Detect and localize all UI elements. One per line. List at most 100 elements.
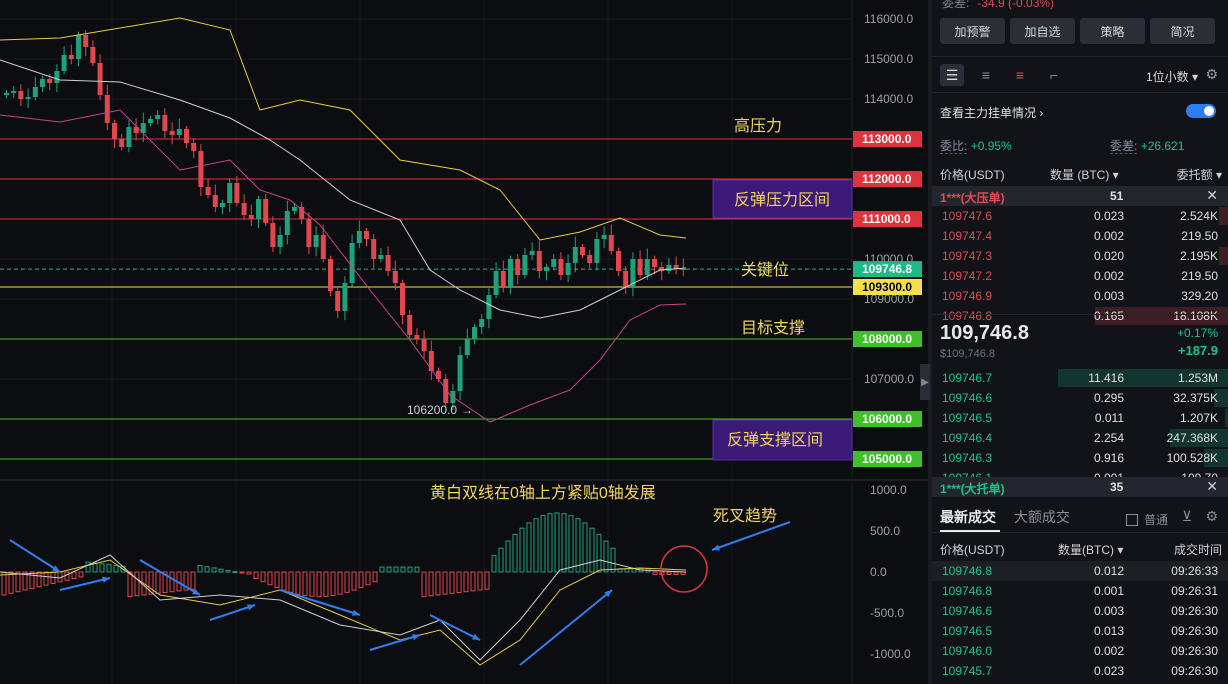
trade-qty-header[interactable]: 数量(BTC) ▾ bbox=[1058, 543, 1124, 557]
top-stat: 委差: -34.9 (-0.03%) bbox=[942, 0, 1054, 11]
rebound-support-zone-label: 反弹支撑区间 bbox=[727, 431, 823, 449]
bid-price: 109746.6 bbox=[942, 391, 993, 405]
strategy-button[interactable]: 策略 bbox=[1080, 18, 1145, 44]
macd-bar-up bbox=[589, 527, 595, 573]
tab-large-trades[interactable]: 大额成交 bbox=[1013, 509, 1070, 525]
collapse-handle[interactable]: ▶ bbox=[920, 364, 930, 400]
macd-bar-up bbox=[113, 564, 119, 573]
macd-bar-up bbox=[218, 568, 224, 573]
settings-gear-icon[interactable]: ⚙ bbox=[1205, 508, 1218, 524]
macd-bar-down bbox=[281, 571, 287, 591]
macd-dif-line bbox=[0, 554, 687, 661]
arrowhead bbox=[352, 609, 360, 616]
tab-latest-trades[interactable]: 最新成交 bbox=[940, 509, 996, 525]
overview-button[interactable]: 简况 bbox=[1150, 18, 1215, 44]
bid-row[interactable]: 109746.5 0.011 1.207K bbox=[932, 408, 1228, 428]
active-tab-indicator bbox=[940, 530, 1000, 532]
ask-row[interactable]: 109747.4 0.002 219.50 bbox=[932, 226, 1228, 246]
bid-row[interactable]: 109746.3 0.916 100.528K bbox=[932, 448, 1228, 468]
trade-row[interactable]: 109746.0 0.002 09:26:30 bbox=[932, 641, 1228, 661]
ask-price: 109747.2 bbox=[942, 269, 993, 283]
normal-checkbox[interactable]: 普通 bbox=[1126, 511, 1168, 528]
trade-row[interactable]: 109746.8 0.001 09:26:31 bbox=[932, 581, 1228, 601]
close-icon[interactable]: ✕ bbox=[1206, 478, 1218, 494]
trade-time: 09:26:33 bbox=[1171, 564, 1218, 578]
candle-down bbox=[659, 267, 665, 271]
big-buy-row[interactable]: 1***(大托单) 35 ✕ bbox=[932, 477, 1228, 497]
trade-time: 09:26:30 bbox=[1171, 644, 1218, 658]
main-orders-toggle[interactable] bbox=[1186, 104, 1216, 118]
macd-bar-down bbox=[344, 571, 350, 593]
chart-canvas[interactable]: 116000.0 115000.0 114000.0 113000.0 112000.0… bbox=[0, 0, 928, 684]
add-alert-button[interactable]: 加预警 bbox=[940, 18, 1005, 44]
add-watchlist-button[interactable]: 加自选 bbox=[1010, 18, 1075, 44]
ask-qty: 0.020 bbox=[1093, 249, 1124, 263]
bid-row[interactable]: 109746.7 11.416 1.253M bbox=[932, 368, 1228, 388]
trade-row[interactable]: 109745.7 0.023 09:26:30 bbox=[932, 661, 1228, 681]
candle-up bbox=[155, 115, 161, 119]
trade-price: 109746.8 bbox=[942, 584, 993, 598]
trend-arrow bbox=[139, 559, 201, 596]
candle-down bbox=[97, 63, 103, 95]
macd-bar-up bbox=[582, 522, 588, 573]
ask-row[interactable]: 109747.3 0.020 2.195K bbox=[932, 246, 1228, 266]
candle-down bbox=[191, 143, 197, 151]
trade-row[interactable]: 109746.8 0.012 09:26:33 bbox=[932, 561, 1228, 581]
macd-bar-down bbox=[127, 571, 133, 598]
candle-up bbox=[551, 259, 557, 267]
candle-down bbox=[184, 129, 189, 143]
macd-bar-down bbox=[78, 571, 84, 578]
order-book-both-icon[interactable]: ☰ bbox=[940, 64, 964, 86]
filter-icon[interactable]: ⊻ bbox=[1181, 508, 1192, 524]
trade-row[interactable]: 109746.5 0.013 09:26:30 bbox=[932, 621, 1228, 641]
ask-row[interactable]: 109746.9 0.003 329.20 bbox=[932, 286, 1228, 306]
bollinger-upper-line bbox=[0, 17, 687, 241]
close-icon[interactable]: ✕ bbox=[1206, 187, 1218, 203]
candle-down bbox=[608, 235, 614, 251]
candle-down bbox=[47, 79, 53, 83]
ask-amount: 219.50 bbox=[1181, 229, 1218, 243]
macd-bar-up bbox=[414, 566, 420, 573]
settings-gear-icon[interactable]: ⚙ bbox=[1205, 66, 1218, 82]
qty-header[interactable]: 数量 (BTC) ▾ bbox=[1050, 168, 1119, 182]
price-tag-label: 108000.0 bbox=[862, 332, 912, 346]
macd-bar-up bbox=[561, 513, 567, 573]
bid-row[interactable]: 109746.4 2.254 247.368K bbox=[932, 428, 1228, 448]
trade-row[interactable]: 109746.6 0.003 09:26:30 bbox=[932, 601, 1228, 621]
amount-header[interactable]: 委托额 ▾ bbox=[1176, 168, 1222, 182]
macd-bar-down bbox=[260, 571, 266, 583]
rebound-pressure-zone-label: 反弹压力区间 bbox=[734, 191, 830, 209]
price-axis-label: 116000.0 bbox=[864, 12, 913, 26]
panel-divider[interactable] bbox=[928, 0, 932, 684]
macd-bar-down bbox=[421, 571, 427, 598]
trade-price: 109745.7 bbox=[942, 664, 993, 678]
decimal-select[interactable]: 1位小数 ▾ bbox=[1145, 70, 1198, 84]
trade-qty: 0.012 bbox=[1093, 564, 1124, 578]
macd-bar-down bbox=[64, 571, 70, 581]
price-change: +187.9 bbox=[1177, 343, 1218, 358]
candle-up bbox=[61, 55, 67, 71]
order-book-bids-icon[interactable]: ≡ bbox=[981, 67, 991, 83]
checkbox-icon bbox=[1126, 513, 1138, 526]
price-chart[interactable]: 116000.0 115000.0 114000.0 113000.0 112000.0… bbox=[0, 0, 928, 684]
candle-down bbox=[428, 351, 434, 371]
trend-arrow bbox=[429, 614, 481, 641]
price-tag-label: 112000.0 bbox=[862, 172, 912, 186]
bid-row[interactable]: 109746.6 0.295 32.375K bbox=[932, 388, 1228, 408]
big-sell-row[interactable]: 1***(大压单) 51 ✕ bbox=[932, 186, 1228, 206]
ask-row[interactable]: 109747.6 0.023 2.524K bbox=[932, 206, 1228, 226]
ask-row[interactable]: 109747.2 0.002 219.50 bbox=[932, 266, 1228, 286]
price-tag-label: 109300.0 bbox=[862, 280, 912, 294]
order-book-asks-icon[interactable]: ≡ bbox=[1015, 67, 1025, 83]
order-book-depth-icon[interactable]: ⌐ bbox=[1049, 67, 1059, 83]
ask-qty: 0.023 bbox=[1093, 209, 1124, 223]
candle-up bbox=[313, 235, 319, 247]
macd-bar-up bbox=[610, 547, 616, 573]
view-main-orders-link[interactable]: 查看主力挂单情况 › bbox=[940, 104, 1043, 121]
trade-qty: 0.003 bbox=[1093, 604, 1124, 618]
ask-row[interactable]: 109746.8 0.165 18.108K bbox=[932, 306, 1228, 326]
macd-bar-down bbox=[484, 571, 490, 590]
candle-up bbox=[256, 199, 261, 219]
ask-price: 109747.6 bbox=[942, 209, 993, 223]
trend-arrow bbox=[59, 577, 111, 591]
